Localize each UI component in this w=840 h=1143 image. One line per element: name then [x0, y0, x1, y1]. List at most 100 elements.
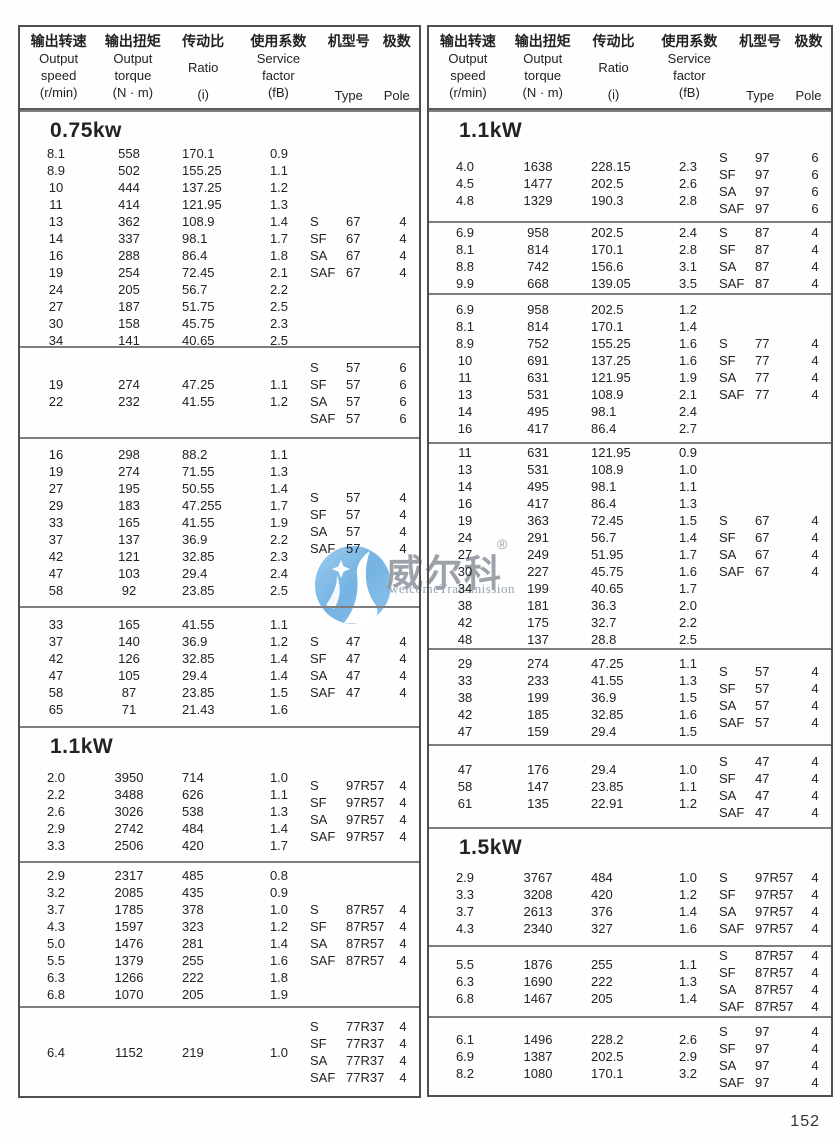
data-rows: 2.9 3767 484 1.0 3.3 3208 420 1.2 3.7 2613 376 1.4 4…: [429, 869, 719, 937]
column-header-en: factor: [673, 68, 706, 83]
type-prefix: SA: [719, 369, 737, 385]
type-pole-list: S 67 4 SF 67 4 SA 67 4 SAF 67 4: [719, 512, 831, 580]
ratio-cell: 435: [182, 884, 204, 900]
spec-row: 33 165 41.55 1.9: [20, 514, 310, 531]
spec-row: 16 298 88.2 1.1: [20, 446, 310, 463]
type-pole-row: SF 87 4: [719, 241, 827, 258]
output-speed-cell: 47: [48, 566, 64, 582]
spec-row: 5.0 1476 281 1.4: [20, 935, 310, 952]
output-speed-cell: 19: [457, 513, 473, 529]
spec-section: 6.9 958 202.5 1.2 8.1 814 170.1 1.4 8.9 752 155.25…: [429, 293, 831, 442]
brand-logo-icon: [315, 546, 391, 624]
output-torque-cell: 558: [118, 145, 140, 161]
type-pole-row: S 67 4: [719, 512, 827, 529]
spec-row: 58 87 23.85 1.5: [20, 684, 310, 701]
section-body: 6.4 1152 219 1.0 S 77R37 4 SF 77R37 4 SA 77R37 4 SAF 7…: [20, 1008, 419, 1096]
output-speed-cell: 8.9: [46, 162, 66, 178]
type-model: 87: [755, 242, 770, 258]
ratio-cell: 88.2: [182, 447, 208, 463]
output-speed-cell: 8.1: [455, 242, 475, 258]
service-factor-cell: 1.3: [269, 196, 289, 212]
output-speed-cell: 24: [457, 530, 473, 546]
type-prefix: SA: [310, 935, 328, 951]
type-prefix: SA: [310, 668, 328, 684]
type-model: 97: [755, 167, 770, 182]
output-torque-cell: 137: [527, 632, 549, 648]
ratio-cell: 108.9: [591, 386, 624, 402]
spec-table-left: 输出转速 Output speed (r/min) 输出扭矩 Output torque (N…: [18, 25, 421, 1098]
spec-row: 16 288 86.4 1.8: [20, 247, 310, 264]
service-factor-cell: 1.8: [269, 247, 289, 263]
pole-value: 4: [811, 259, 819, 275]
type-pole-row: SF 87R57 4: [310, 918, 415, 935]
output-torque-cell: 232: [118, 393, 140, 409]
type-model: 77: [755, 386, 770, 402]
type-model: 57: [346, 376, 361, 392]
spec-row: 2.0 3950 714 1.0: [20, 769, 310, 786]
service-factor-cell: 2.5: [269, 583, 289, 599]
type-prefix: SAF: [719, 804, 745, 820]
output-speed-cell: 9.9: [455, 276, 475, 292]
pole-value: 4: [811, 1057, 819, 1073]
section-body: 6.9 958 202.5 2.4 8.1 814 170.1 2.8 8.8 742 156.6 3…: [429, 223, 831, 293]
spec-section: 47 176 29.4 1.0 58 147 23.85 1.1 61 135 22.91 1.2 S 4…: [429, 744, 831, 827]
type-prefix: SA: [719, 259, 737, 275]
output-torque-cell: 274: [118, 464, 140, 480]
ratio-cell: 21.43: [182, 702, 215, 718]
ratio-cell: 56.7: [591, 530, 617, 546]
service-factor-cell: 1.6: [678, 335, 698, 351]
ratio-cell: 205: [182, 986, 204, 1002]
type-pole-row: SF 67 4: [310, 230, 415, 247]
output-speed-cell: 6.1: [455, 1032, 475, 1048]
type-model: 57: [346, 506, 361, 522]
type-prefix: SAF: [719, 201, 745, 216]
pole-value: 6: [399, 410, 407, 426]
spec-row: 5.5 1379 255 1.6: [20, 952, 310, 969]
type-pole-list: S 97R57 4 SF 97R57 4 SA 97R57 4 SAF 97R57 4: [310, 777, 419, 845]
type-pole-row: S 57 6: [310, 359, 415, 376]
type-model: 67: [755, 547, 770, 563]
type-prefix: S: [719, 335, 728, 351]
spec-row: 8.8 742 156.6 3.1: [429, 258, 719, 275]
type-pole-list: S 97R57 4 SF 97R57 4 SA 97R57 4 SAF 97R57 4: [719, 869, 831, 937]
service-factor-cell: 1.2: [269, 393, 289, 409]
service-factor-cell: 1.6: [678, 352, 698, 368]
pole-value: 4: [811, 921, 819, 937]
ratio-cell: 72.45: [182, 264, 215, 280]
spec-row: 8.2 1080 170.1 3.2: [429, 1065, 719, 1082]
spec-row: 8.1 814 170.1 2.8: [429, 241, 719, 258]
data-rows: 29 274 47.25 1.1 33 233 41.55 1.3 38 199 36.9 1.5 42…: [429, 655, 719, 740]
output-torque-cell: 495: [527, 479, 549, 495]
type-pole-list: S 57 6 SF 57 6 SA 57 6 SAF 57 6: [310, 359, 419, 427]
spec-row: 19 274 47.25 1.1: [20, 376, 310, 393]
pole-value: 4: [399, 247, 407, 263]
output-torque-cell: 2317: [114, 867, 144, 883]
type-pole-row: SF 57 4: [310, 506, 415, 523]
service-factor-cell: 2.0: [678, 598, 698, 614]
service-factor-cell: 1.5: [678, 689, 698, 705]
spec-section: 29 274 47.25 1.1 33 233 41.55 1.3 38 199 36.9 1.5 42…: [429, 647, 831, 745]
service-factor-cell: 2.3: [269, 549, 289, 565]
output-torque-cell: 1329: [523, 192, 553, 208]
service-factor-cell: 1.4: [269, 820, 289, 836]
spec-row: 27 249 51.95 1.7: [429, 546, 719, 563]
output-torque-cell: 1467: [523, 990, 553, 1006]
type-model: 57: [346, 540, 361, 556]
pole-value: 4: [399, 264, 407, 280]
spec-row: 47 103 29.4 2.4: [20, 565, 310, 582]
data-rows: 6.1 1496 228.2 2.6 6.9 1387 202.5 2.9 8.2 1080 170…: [429, 1031, 719, 1082]
spec-row: 6.9 958 202.5 1.2: [429, 301, 719, 318]
output-speed-cell: 34: [457, 581, 473, 597]
type-model: 77: [755, 369, 770, 385]
output-speed-cell: 27: [48, 298, 64, 314]
type-model: 77R37: [346, 1053, 385, 1069]
spec-section: 1.1kW 4.0 1638 228.15 2.3 4.5 1477 202.5 2.6 4.8 1…: [429, 109, 831, 222]
section-body: 8.1 558 170.1 0.9 8.9 502 155.25 1.1 10 444 137.25…: [20, 145, 419, 346]
data-rows: 2.9 2317 485 0.8 3.2 2085 435 0.9 3.7 1785 378 1.0 4…: [20, 867, 310, 1003]
service-factor-cell: 2.1: [269, 264, 289, 280]
column-header-unit: (i): [197, 86, 209, 102]
column-header-zh: 输出扭矩: [104, 33, 161, 49]
type-pole-row: SAF 87 4: [719, 275, 827, 292]
service-factor-cell: 2.1: [678, 386, 698, 402]
ratio-cell: 71.55: [182, 464, 215, 480]
